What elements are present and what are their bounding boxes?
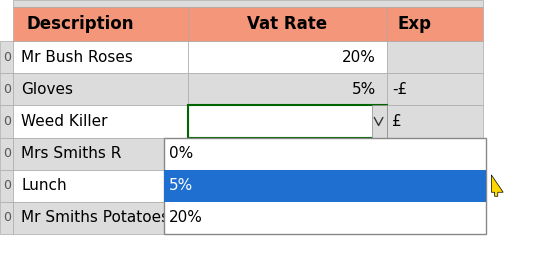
Text: 0: 0	[3, 115, 11, 128]
Text: £: £	[392, 178, 402, 193]
Text: 0: 0	[3, 147, 11, 160]
Text: 0: 0	[3, 179, 11, 192]
Bar	[372, 105, 387, 138]
Text: 20%: 20%	[169, 210, 203, 225]
Text: Gloves: Gloves	[21, 82, 74, 97]
Text: -£: -£	[392, 82, 407, 97]
Bar	[188, 202, 387, 234]
Text: £: £	[392, 114, 402, 129]
Bar	[387, 202, 483, 234]
Text: 5%: 5%	[352, 82, 376, 97]
Bar	[164, 138, 486, 234]
Bar	[13, 105, 188, 138]
Text: 0%: 0%	[169, 146, 193, 161]
Bar	[188, 41, 387, 73]
Text: 20%: 20%	[342, 50, 376, 65]
Text: Mrs Smiths R: Mrs Smiths R	[21, 146, 122, 161]
Bar	[188, 105, 387, 138]
Bar	[13, 170, 188, 202]
Bar	[188, 170, 387, 202]
Text: Lunch: Lunch	[21, 178, 67, 193]
Text: 0: 0	[3, 51, 11, 64]
Bar	[188, 138, 387, 170]
Bar	[13, 7, 483, 41]
Text: 0: 0	[3, 83, 11, 96]
Text: Mr Smiths Potatoes: Mr Smiths Potatoes	[21, 210, 170, 225]
Bar	[13, 138, 188, 170]
Polygon shape	[491, 175, 503, 196]
Bar	[188, 73, 387, 105]
Text: Description: Description	[27, 15, 134, 33]
Bar	[387, 170, 483, 202]
Bar	[13, 202, 188, 234]
Bar	[387, 41, 483, 73]
Text: Mr Bush Roses: Mr Bush Roses	[21, 50, 133, 65]
Text: Exp: Exp	[397, 15, 431, 33]
Bar	[0, 138, 13, 170]
Bar	[164, 170, 486, 202]
Text: 5%: 5%	[169, 178, 193, 193]
Bar	[0, 202, 13, 234]
Bar	[0, 170, 13, 202]
Bar	[13, 73, 188, 105]
Bar	[387, 73, 483, 105]
Bar	[387, 138, 483, 170]
Bar	[13, 0, 483, 7]
Bar	[387, 105, 483, 138]
Bar	[13, 41, 188, 73]
Bar	[0, 105, 13, 138]
Bar	[0, 41, 13, 73]
Text: 0: 0	[3, 211, 11, 224]
Text: Vat Rate: Vat Rate	[247, 15, 328, 33]
Bar	[0, 73, 13, 105]
Text: Weed Killer: Weed Killer	[21, 114, 108, 129]
